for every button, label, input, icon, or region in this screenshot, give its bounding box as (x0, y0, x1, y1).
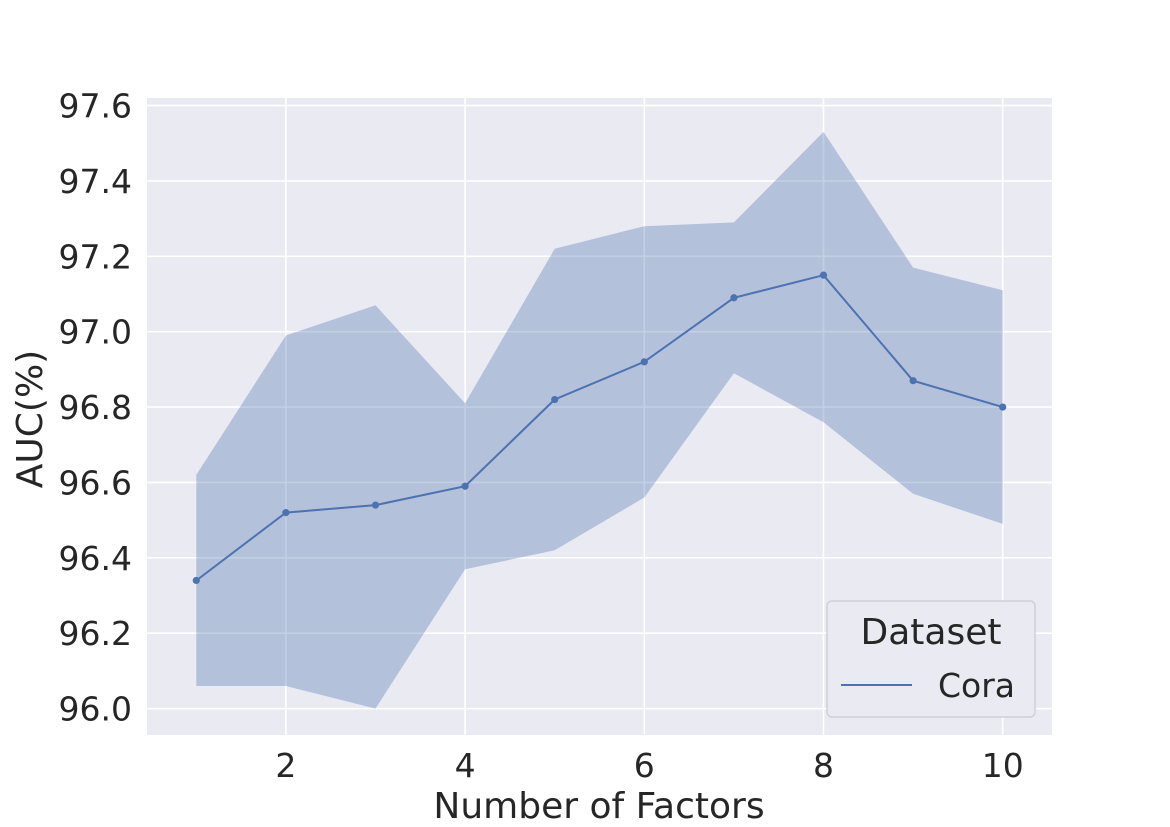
x-tick-label: 6 (634, 746, 655, 785)
y-tick-label: 97.0 (59, 313, 132, 352)
data-point (999, 403, 1007, 411)
x-tick-labels: 2 4 6 8 10 (275, 746, 1023, 785)
data-point (192, 576, 200, 585)
legend-title: Dataset (861, 612, 1002, 653)
data-point (371, 501, 380, 509)
grid-lines (147, 98, 1052, 735)
y-tick-labels: 96.0 96.2 96.4 96.6 96.8 97.0 97.2 97.4 97.6 (59, 87, 132, 729)
data-point (730, 294, 738, 302)
y-tick-label: 96.2 (59, 614, 132, 653)
y-axis-label: AUC(%) (10, 350, 51, 488)
y-tick-label: 97.6 (59, 87, 132, 126)
data-point (551, 395, 559, 404)
legend-label-cora: Cora (938, 666, 1015, 705)
data-point (461, 482, 469, 490)
y-tick-label: 97.4 (59, 162, 132, 201)
confidence-band-area (196, 131, 1003, 709)
x-axis-label: Number of Factors (433, 786, 764, 827)
data-point (909, 377, 917, 385)
x-tick-label: 4 (455, 746, 476, 785)
data-point (282, 509, 290, 517)
x-tick-label: 2 (275, 746, 296, 785)
x-tick-label: 8 (813, 746, 834, 785)
series-line-cora (195, 274, 1003, 582)
y-tick-label: 96.4 (59, 539, 132, 578)
legend: Dataset Cora (826, 600, 1036, 718)
y-tick-label: 96.8 (59, 388, 132, 427)
data-point (640, 358, 648, 366)
legend-box (826, 600, 1036, 718)
series-cora (192, 271, 1007, 585)
confidence-band (196, 131, 1003, 709)
y-tick-label: 96.0 (59, 690, 132, 729)
y-tick-label: 96.6 (59, 463, 132, 502)
data-point (819, 271, 828, 279)
y-tick-label: 97.2 (59, 237, 132, 276)
x-tick-label: 10 (982, 746, 1024, 785)
